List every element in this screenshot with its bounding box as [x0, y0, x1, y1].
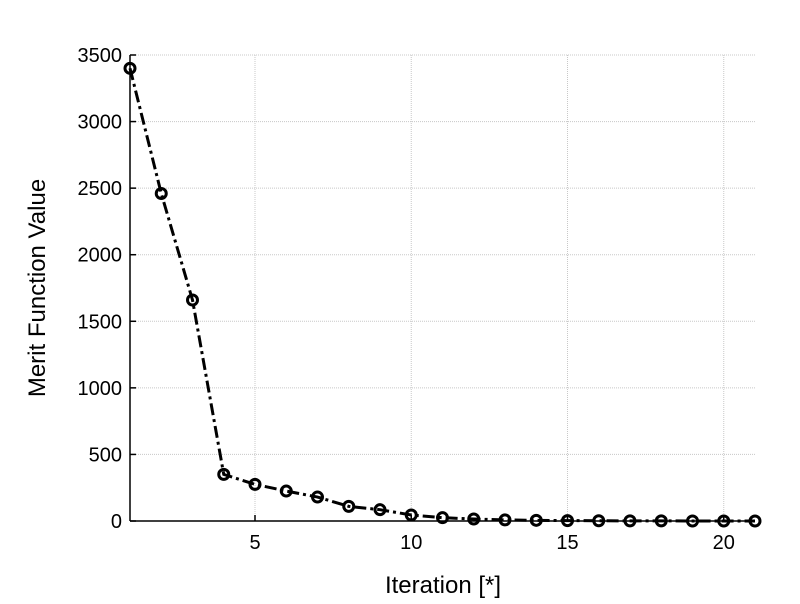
y-tick-label: 2500: [78, 178, 123, 200]
data-point: [123, 61, 137, 75]
data-point: [373, 503, 387, 517]
y-tick-label: 3000: [78, 112, 123, 134]
data-point: [717, 514, 731, 528]
data-point: [654, 514, 668, 528]
x-tick-label: 10: [400, 532, 422, 554]
y-tick-label: 0: [111, 511, 122, 533]
data-point: [748, 514, 762, 528]
y-tick-label: 2000: [78, 245, 123, 267]
y-axis-label: Merit Function Value: [24, 179, 51, 397]
y-tick-label: 1500: [78, 311, 123, 333]
data-point: [217, 467, 231, 481]
x-tick-label: 15: [556, 532, 578, 554]
x-axis-label: Iteration [*]: [385, 572, 501, 599]
y-tick-label: 1000: [78, 378, 123, 400]
data-point: [342, 499, 356, 513]
series-line: [128, 67, 755, 523]
data-point: [404, 508, 418, 522]
data-point: [498, 513, 512, 527]
data-point: [311, 490, 324, 504]
y-tick-label: 500: [89, 444, 122, 466]
y-tick-label: 3500: [78, 45, 123, 67]
data-point: [467, 512, 481, 526]
axes: [129, 54, 755, 522]
series-layer: [123, 61, 762, 528]
data-point: [248, 477, 262, 491]
data-point: [561, 514, 574, 528]
data-point: [592, 514, 606, 528]
x-tick-label: 20: [713, 532, 735, 554]
data-point: [436, 511, 449, 525]
data-point: [623, 514, 637, 528]
data-point: [686, 514, 699, 528]
tick-labels: 0 500 1000 1500 2000 2500 3000 3500 5 10 15 20: [78, 45, 735, 554]
data-point: [154, 186, 168, 200]
grid: [130, 54, 755, 522]
data-point: [529, 513, 543, 527]
data-point: [186, 293, 199, 307]
data-point: [279, 484, 293, 498]
x-tick-label: 5: [249, 532, 260, 554]
